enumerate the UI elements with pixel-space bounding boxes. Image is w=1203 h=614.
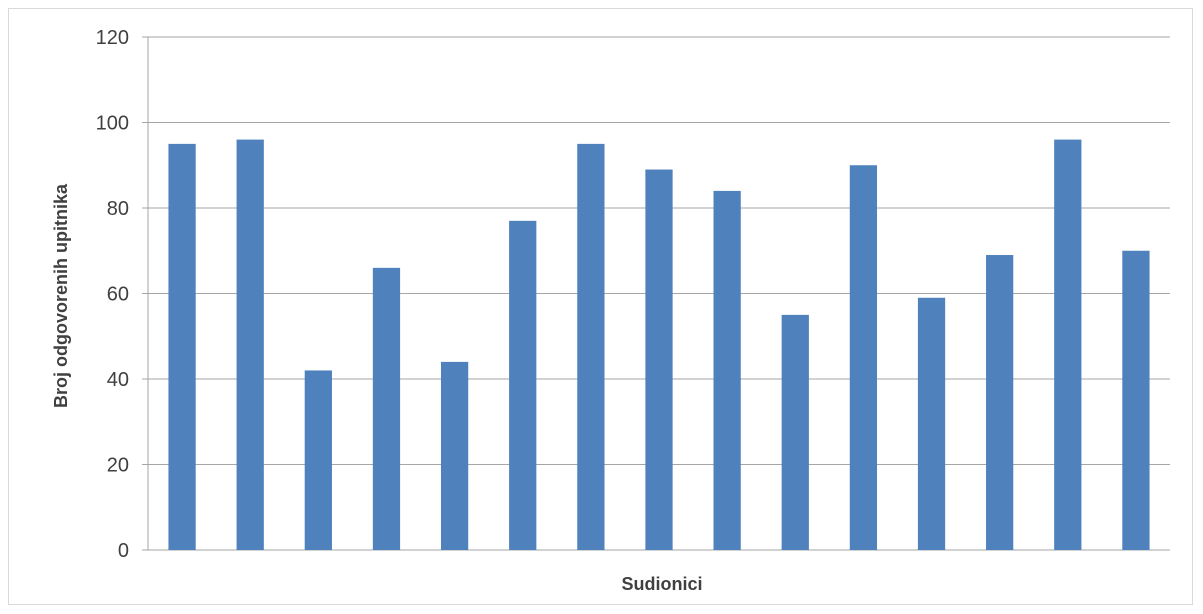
bar-11 <box>849 165 878 550</box>
bar-15 <box>1122 250 1150 550</box>
y-axis-ticks: 0 20 40 60 80 100 120 <box>96 27 129 562</box>
bar-1 <box>168 143 196 550</box>
bar-2 <box>236 139 264 550</box>
y-tick-label: 40 <box>107 369 129 391</box>
y-tick-label: 100 <box>96 113 129 135</box>
x-axis-title: Sudionici <box>622 574 703 594</box>
bar-3 <box>304 370 332 550</box>
y-tick-label: 0 <box>118 540 129 562</box>
y-tick-label: 60 <box>107 284 129 306</box>
y-tick-label: 120 <box>96 27 129 49</box>
bar-14 <box>1054 139 1082 550</box>
bar-5 <box>440 361 469 550</box>
bar-10 <box>781 314 809 550</box>
y-tick-label: 20 <box>107 455 129 477</box>
bar-4 <box>372 267 401 550</box>
y-tick-label: 80 <box>107 198 129 220</box>
y-axis-title: Broj odgovorenih upitnika <box>51 183 71 408</box>
bar-6 <box>509 220 537 550</box>
bar-7 <box>577 143 605 550</box>
bar-8 <box>645 169 673 550</box>
bar-13 <box>986 255 1014 550</box>
bars <box>168 139 1150 550</box>
bar-9 <box>713 190 741 550</box>
bar-12 <box>917 297 946 550</box>
